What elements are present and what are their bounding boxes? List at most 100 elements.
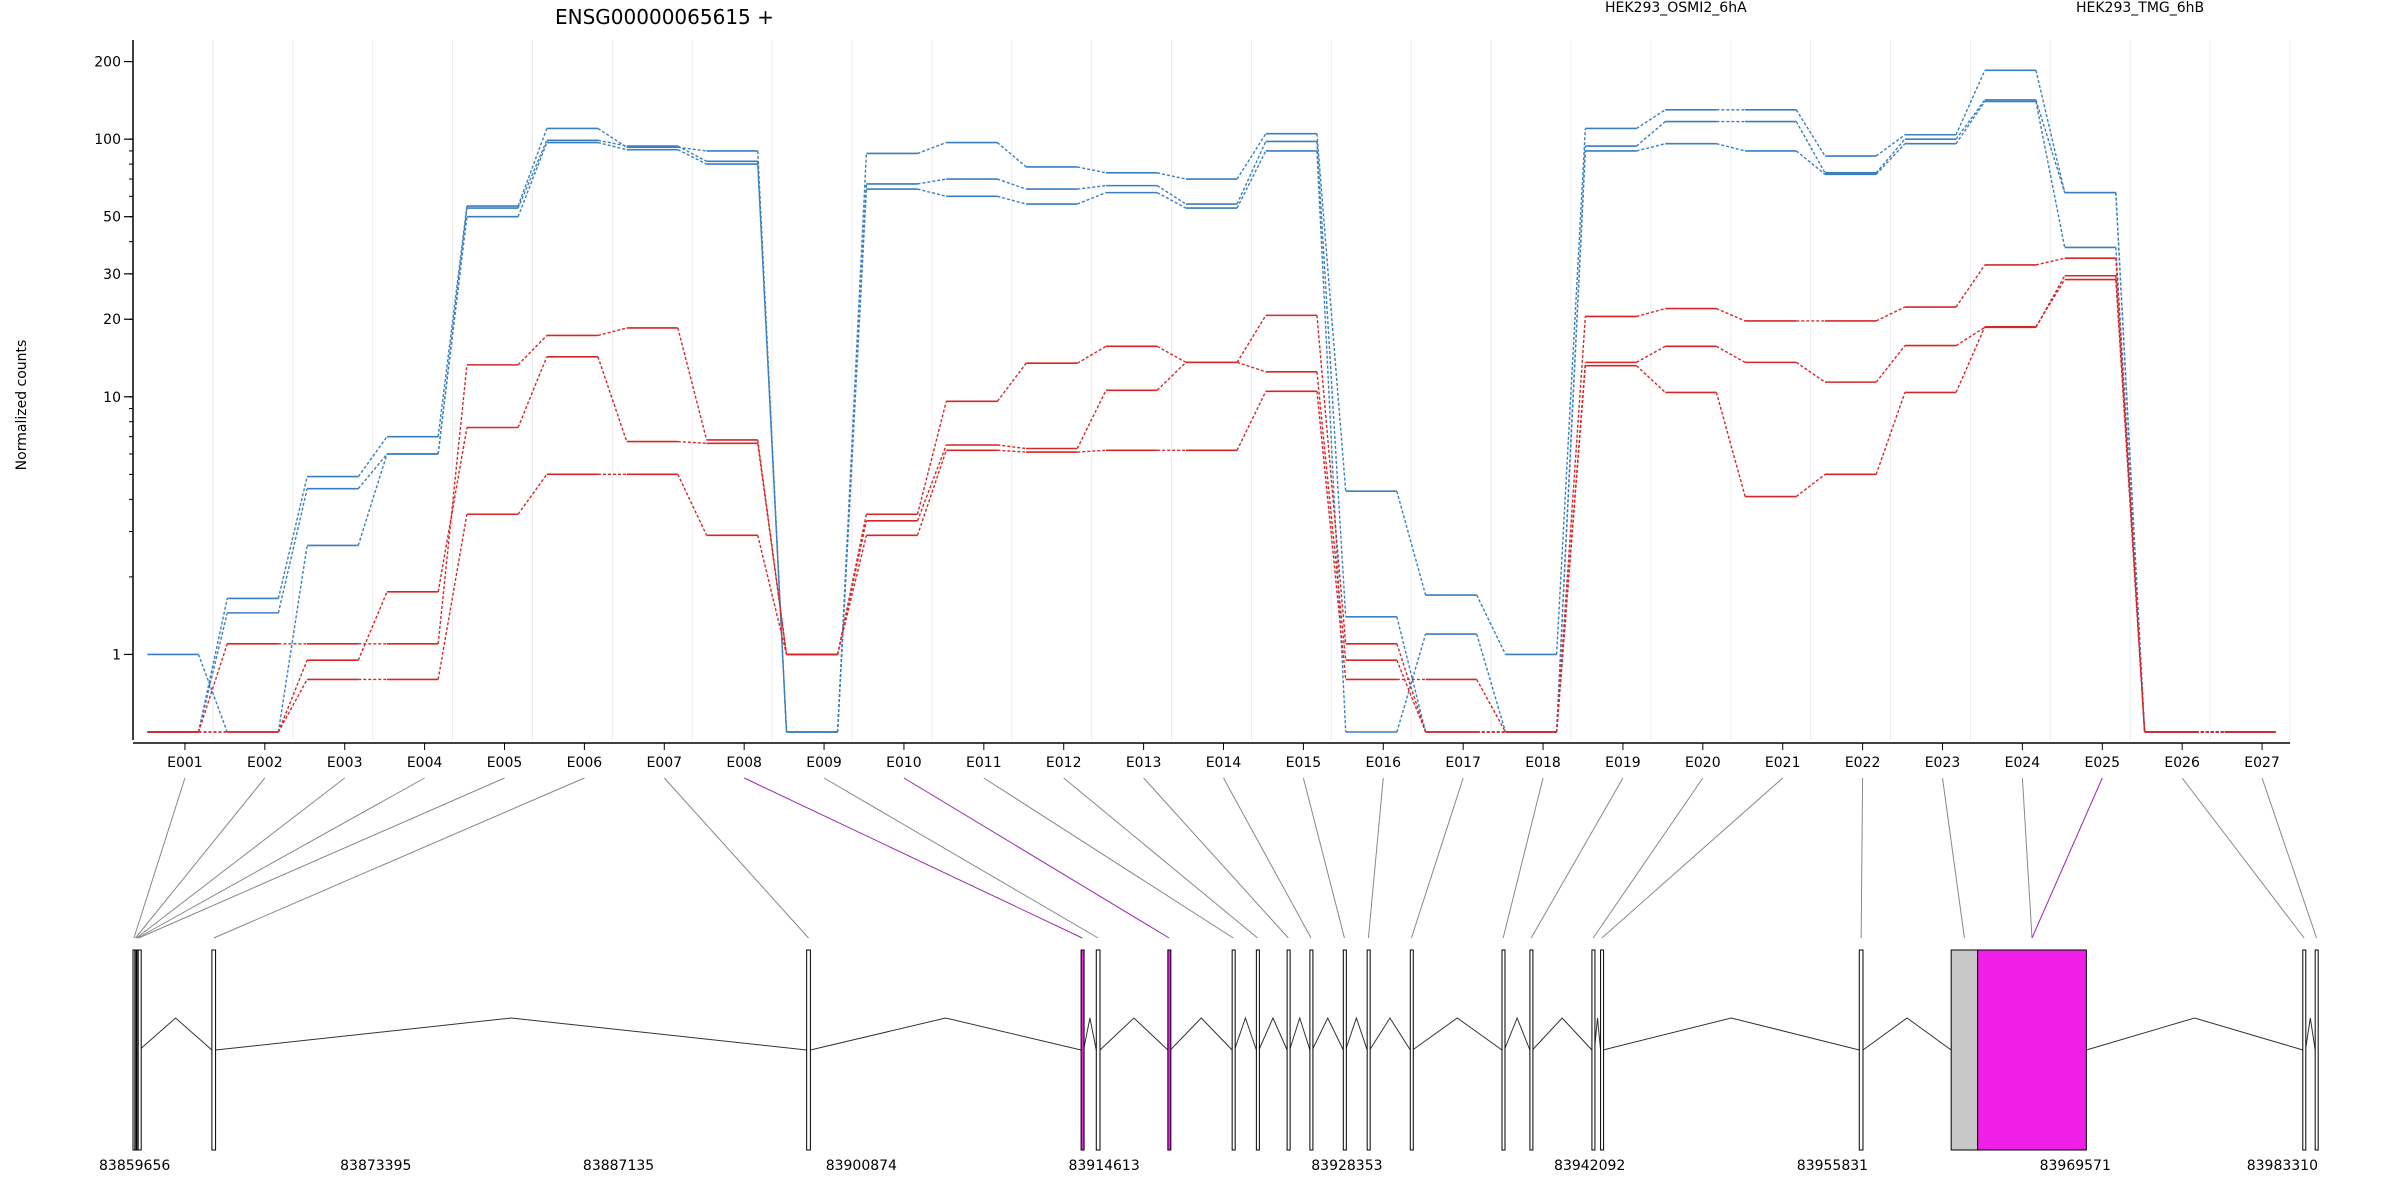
intron-line <box>215 1017 807 1051</box>
genomic-tick-label: 83942092 <box>1554 1158 1625 1174</box>
exon-box <box>2302 949 2307 1151</box>
x-tick-label: E013 <box>1126 755 1162 771</box>
data-transition <box>197 643 228 733</box>
exon-box <box>137 949 142 1151</box>
exon-box <box>1977 949 2087 1151</box>
x-tick-label: E005 <box>487 755 523 771</box>
data-transition <box>1875 134 1906 157</box>
data-transition <box>1316 141 1347 617</box>
data-transition <box>1316 391 1347 680</box>
data-transition <box>437 427 468 592</box>
x-tick-label: E018 <box>1525 755 1561 771</box>
data-transition <box>1476 594 1507 655</box>
data-transition <box>1636 365 1666 393</box>
x-tick-label: E011 <box>966 755 1002 771</box>
data-transition <box>677 474 708 536</box>
data-transition <box>437 364 468 644</box>
data-transition <box>1875 306 1906 322</box>
y-axis-label: Normalized counts <box>14 340 30 471</box>
data-transition <box>357 453 388 490</box>
data-transition <box>1716 345 1746 363</box>
intron-line <box>1602 1017 1860 1051</box>
data-transition <box>1156 192 1187 209</box>
data-transition <box>997 178 1027 190</box>
exon-box <box>1409 949 1414 1151</box>
exon-connector <box>1530 777 1624 939</box>
data-transition <box>1955 264 1986 308</box>
genomic-tick-label: 83914613 <box>1068 1158 1139 1174</box>
data-transition <box>1396 659 1427 733</box>
intron-line <box>1169 1017 1233 1051</box>
data-transition <box>1476 633 1507 733</box>
x-tick-label: E017 <box>1445 755 1481 771</box>
y-tick-label: 10 <box>103 390 121 406</box>
exon-box <box>1095 949 1101 1151</box>
data-transition <box>517 128 548 207</box>
exon-box <box>2314 949 2319 1151</box>
genomic-tick-label: 83969571 <box>2040 1158 2111 1174</box>
intron-line <box>1532 1017 1593 1051</box>
x-tick-label: E010 <box>886 755 922 771</box>
exon-connector <box>213 777 585 939</box>
genomic-tick-label: 83955831 <box>1797 1158 1868 1174</box>
exon-box <box>211 949 217 1151</box>
exon-box <box>1309 949 1314 1151</box>
exon-connector <box>1592 777 1704 939</box>
data-transition <box>1156 361 1187 391</box>
data-transition <box>1555 128 1587 655</box>
data-transition <box>437 205 468 437</box>
y-tick-label: 200 <box>94 55 121 71</box>
intron-line <box>810 1017 1082 1051</box>
exon-connector <box>663 777 809 939</box>
genomic-tick-label: 83900874 <box>826 1158 897 1174</box>
gene-model <box>132 949 2319 1151</box>
x-tick-label: E025 <box>2084 755 2120 771</box>
exon-connector <box>1410 777 1464 939</box>
data-transition <box>1076 345 1107 364</box>
exon-box <box>1950 949 1979 1151</box>
data-transition <box>1396 633 1427 733</box>
data-transition <box>197 654 228 733</box>
series-4 <box>147 274 2276 733</box>
data-transition <box>2115 279 2146 733</box>
x-tick-label: E023 <box>1925 755 1961 771</box>
exon-connector <box>1063 777 1258 939</box>
x-tick-label: E024 <box>2005 755 2041 771</box>
legend-item-tmg: HEK293_TMG_6hB <box>2076 0 2204 16</box>
data-transition <box>1396 643 1427 733</box>
exon-box <box>1591 949 1596 1151</box>
legend-item-osmi2: HEK293_OSMI2_6hA <box>1605 0 1747 16</box>
intron-line <box>138 1017 213 1051</box>
intron-line <box>2304 1017 2316 1051</box>
data-transition <box>677 327 708 441</box>
exon-connector <box>2261 777 2318 939</box>
data-transition <box>1636 109 1666 130</box>
data-transition <box>1555 316 1587 733</box>
data-transition <box>277 476 308 599</box>
y-tick-label: 30 <box>103 267 121 283</box>
data-transition <box>2035 279 2066 328</box>
series-2 <box>147 100 2276 733</box>
plot-grid <box>132 40 2291 740</box>
data-transition <box>1076 389 1107 449</box>
y-tick-label: 100 <box>94 132 121 148</box>
data-transition <box>1955 101 1986 145</box>
x-tick-label: E019 <box>1605 755 1641 771</box>
exon-connector <box>1601 777 1784 939</box>
intron-line <box>1345 1016 1368 1051</box>
data-transition <box>357 591 388 661</box>
exon-connector <box>1942 777 1965 939</box>
data-transition <box>1955 326 1986 347</box>
x-tick-label: E012 <box>1046 755 1082 771</box>
exon-connector <box>135 777 266 939</box>
data-transition <box>1795 150 1826 175</box>
intron-line <box>1311 1016 1344 1051</box>
exon-connector <box>1143 777 1289 939</box>
intron-line <box>1233 1016 1257 1051</box>
data-transition <box>917 141 947 155</box>
exon-connector <box>1302 777 1345 939</box>
data-transition <box>1875 138 1906 174</box>
series-5 <box>147 278 2276 733</box>
genomic-tick-label: 83928353 <box>1311 1158 1382 1174</box>
